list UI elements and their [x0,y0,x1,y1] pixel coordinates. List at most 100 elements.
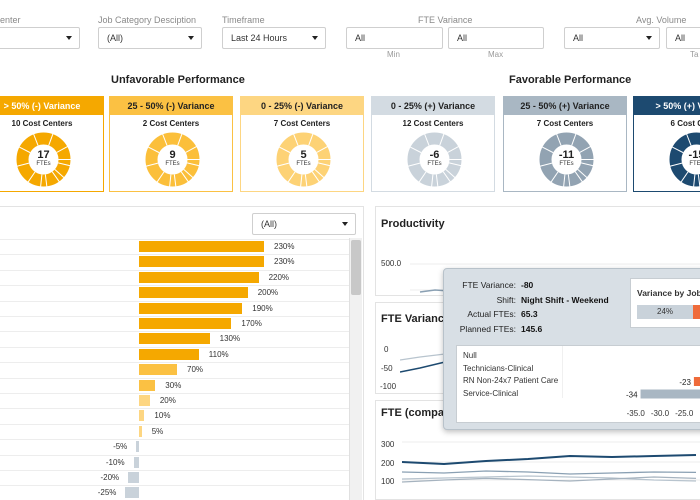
chevron-down-icon [646,36,652,40]
donut-segment-divider [579,146,591,153]
variance-bar[interactable] [139,271,259,283]
variance-bar[interactable] [139,318,232,329]
variance-card-0[interactable]: > 50% (-) Variance 10 Cost Centers 17 FTEs [0,96,104,192]
donut-segment-divider [186,162,200,167]
variance-bar-label: 200% [257,288,279,298]
variance-bar-label: 70% [187,365,204,375]
productivity-y-tick: 500.0 [381,259,402,268]
bar-panel-scroll-thumb[interactable] [351,240,361,295]
fte-comparison-chart [402,441,700,483]
donut-segment-divider [27,171,36,183]
variance-fte-value: -15 [688,149,700,161]
job-category-value: (All) [107,33,123,43]
variance-bar[interactable] [139,333,210,345]
donut-segment-divider [541,146,554,154]
donut-segment-divider [293,133,299,146]
variance-card-3[interactable]: 0 - 25% (+) Variance 12 Cost Centers -6 FTE… [371,96,495,192]
donut-segment-divider [276,162,290,167]
variance-bar[interactable] [139,348,199,360]
donut-segment-divider [147,146,160,154]
fte-variance-y-tick-2: -100 [380,382,397,391]
fte-variance-chart [400,353,446,373]
variance-fte-unit: FTEs [36,161,51,167]
variance-fte-unit: FTEs [165,161,180,167]
job-variance-x-tick: -35.0 [627,409,646,418]
fte-variance-min-input[interactable]: All [346,27,443,49]
fte-variance-max-input[interactable]: All [448,27,544,49]
job-variance-bar [640,389,700,399]
bar-row-gridline [0,269,350,271]
variance-bar[interactable] [133,456,139,468]
timeframe-dropdown[interactable]: Last 24 Hours [222,27,326,49]
variance-fte-value: 17 [37,149,50,161]
donut-segment-divider [51,171,60,183]
fte-variance-tooltip: FTE Variance: -80 Shift: Night Shift - Week… [443,268,700,430]
variance-card-header: 25 - 50% (-) Variance [110,97,232,115]
variance-bar[interactable] [139,302,243,314]
variance-donut [407,132,462,187]
fte-variance-filter-label: FTE Variance [418,15,473,25]
donut-segment-divider [185,146,197,153]
cost-center-dropdown[interactable] [0,27,80,49]
variance-bar[interactable] [139,287,248,299]
donut-segment-divider [16,162,30,167]
variance-bar-label: 220% [268,272,290,282]
variance-card-1[interactable]: 25 - 50% (-) Variance 2 Cost Centers 9 FTEs [109,96,233,192]
fte-comparison-line-1 [402,470,697,475]
variance-bar[interactable] [139,364,178,376]
job-variance-bar [693,377,700,386]
donut-segment-divider [409,146,422,154]
bar-panel-scrollbar[interactable] [349,238,362,500]
bar-row-gridline [0,300,350,302]
donut-segment-divider [680,171,689,183]
fte-variance-y-tick-1: -50 [381,364,393,373]
bar-row-gridline [0,377,350,379]
job-category-filter-label: Job Category Desciption [98,15,197,25]
variance-bar-label: 30% [165,380,182,390]
variance-bar[interactable] [139,241,264,252]
variance-bar[interactable] [139,379,156,391]
donut-segment-divider [56,146,68,153]
variance-card-5[interactable]: > 50% (+) Variance 6 Cost Cente -15FTEs [633,96,700,192]
variance-fte-value: -11 [558,149,575,161]
donut-segment-divider [424,133,430,146]
variance-card-4[interactable]: 25 - 50% (+) Variance 7 Cost Centers -11 FT… [503,96,627,192]
variance-bar[interactable] [136,441,139,453]
variance-bar[interactable] [139,425,142,437]
tooltip-value: -80 [521,280,534,290]
donut-segment-divider [445,169,456,179]
cost-center-filter-label: enter [0,15,21,25]
fte-variance-line-2 [400,353,446,361]
donut-segment-divider [156,171,165,183]
donut-segment-divider [669,162,683,167]
bar-row-gridline [0,408,350,410]
fte-comparison-y-tick-1: 200 [381,459,395,468]
job-category-label: Service-Clinical [463,388,519,398]
avg-volume-min-dropdown[interactable]: All [564,27,660,49]
variance-by-job-orange-segment [693,305,700,319]
variance-bar[interactable] [128,472,139,483]
fte-comparison-line-2 [402,475,697,482]
bar-panel-dropdown[interactable]: (All) [252,213,356,235]
variance-by-job-grey-segment: 24% [637,305,693,319]
variance-bar[interactable] [139,395,150,406]
variance-bar[interactable] [139,256,264,268]
job-category-dropdown[interactable]: (All) [98,27,202,49]
variance-card-2[interactable]: 0 - 25% (-) Variance 7 Cost Centers 5 FTEs [240,96,364,192]
variance-bar[interactable] [139,410,145,422]
bar-row-gridline [0,439,350,441]
bar-row-gridline [0,423,350,425]
avg-volume-max-dropdown[interactable]: All [666,27,700,49]
variance-card-header: 25 - 50% (+) Variance [504,97,626,115]
variance-donut [539,132,594,187]
fte-comparison-y-tick-0: 300 [381,440,395,449]
variance-bar-label: 170% [241,319,262,328]
variance-fte-unit: FTEs [559,161,574,167]
variance-bar[interactable] [125,487,139,499]
variance-donut [669,132,700,187]
favorable-performance-title: Favorable Performance [509,74,632,86]
donut-segment-divider [439,133,445,146]
avg-volume-max-label: Ta [690,50,699,59]
fte-variance-min-value: All [355,33,366,43]
donut-segment-divider [577,169,588,179]
